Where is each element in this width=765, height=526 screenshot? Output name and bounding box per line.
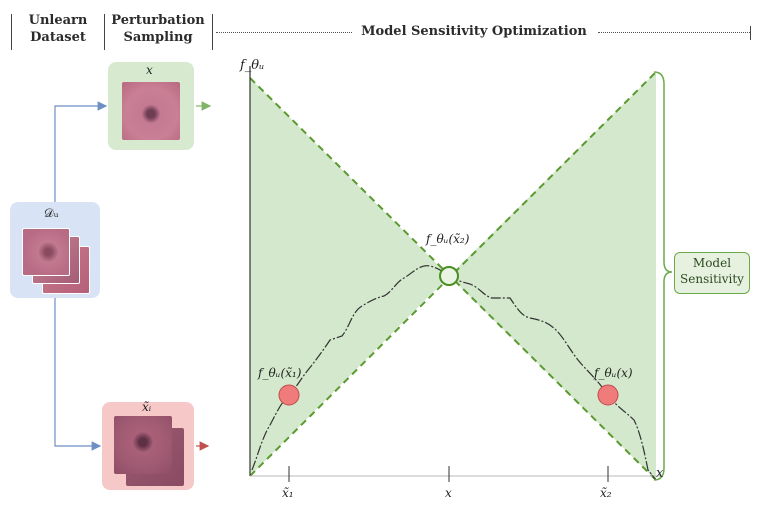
model-sensitivity-box: Model Sensitivity [674,252,750,294]
header-col2-line1: Perturbation [111,13,205,28]
sensitivity-brace [653,71,673,481]
sensitivity-label-line2: Sensitivity [680,272,744,286]
y-axis-label: f_θᵤ [240,58,265,73]
sensitivity-region-left [250,78,449,476]
tick-label-x2: x̃₂ [600,486,612,500]
tick-label-x: x [445,486,452,500]
header-divider-mid2 [212,14,213,50]
header-dotline-left [216,32,352,33]
sensitivity-label-line1: Model [692,256,732,270]
header-divider-left [11,14,12,50]
x-panel: x [108,62,194,150]
header-col1-line1: Unlearn [28,13,88,28]
point-right [597,384,619,406]
header-model-sensitivity-optimization: Model Sensitivity Optimization [361,24,587,39]
sensitivity-region-right [449,72,656,480]
point-right-label: f_θᵤ(x) [594,366,633,380]
dataset-image-front [22,228,70,276]
tick-label-x1: x̃₁ [282,486,294,500]
header-col1-line2: Dataset [30,30,86,45]
header-divider-right [750,26,751,40]
dataset-label: 𝒟ᵤ [44,206,59,220]
x-panel-label: x [146,63,153,77]
x-image [122,82,180,140]
header-dotline-right [598,32,750,33]
point-left-label: f_θᵤ(x̃₁) [258,366,302,380]
header-unlearn-dataset: Unlearn Dataset [14,12,102,46]
xtilde-panel-label: x̃ᵢ [142,400,152,414]
x-axis-label: x [656,466,664,481]
point-left [278,384,300,406]
header-divider-mid1 [104,14,105,50]
xtilde-panel: x̃ᵢ [102,400,194,490]
point-center [439,266,459,286]
header-col2-line2: Sampling [123,30,193,45]
xtilde-image-front [114,416,172,474]
point-center-label: f_θᵤ(x̃₂) [426,232,470,246]
dataset-panel: 𝒟ᵤ [10,202,100,298]
header-perturbation-sampling: Perturbation Sampling [106,12,210,46]
